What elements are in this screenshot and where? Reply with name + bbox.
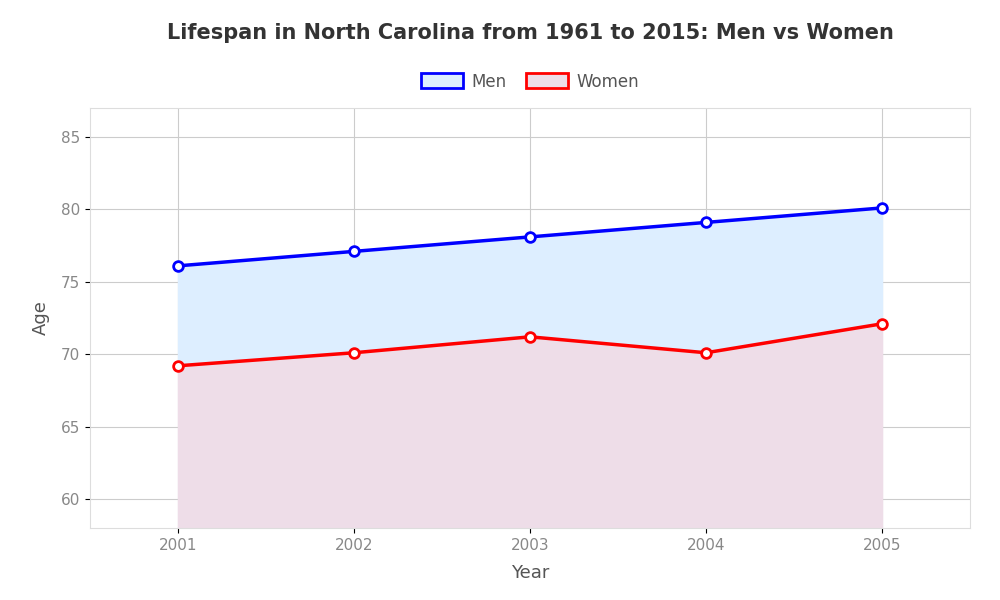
Title: Lifespan in North Carolina from 1961 to 2015: Men vs Women: Lifespan in North Carolina from 1961 to … <box>167 23 893 43</box>
X-axis label: Year: Year <box>511 564 549 582</box>
Legend: Men, Women: Men, Women <box>414 66 646 97</box>
Y-axis label: Age: Age <box>32 301 50 335</box>
